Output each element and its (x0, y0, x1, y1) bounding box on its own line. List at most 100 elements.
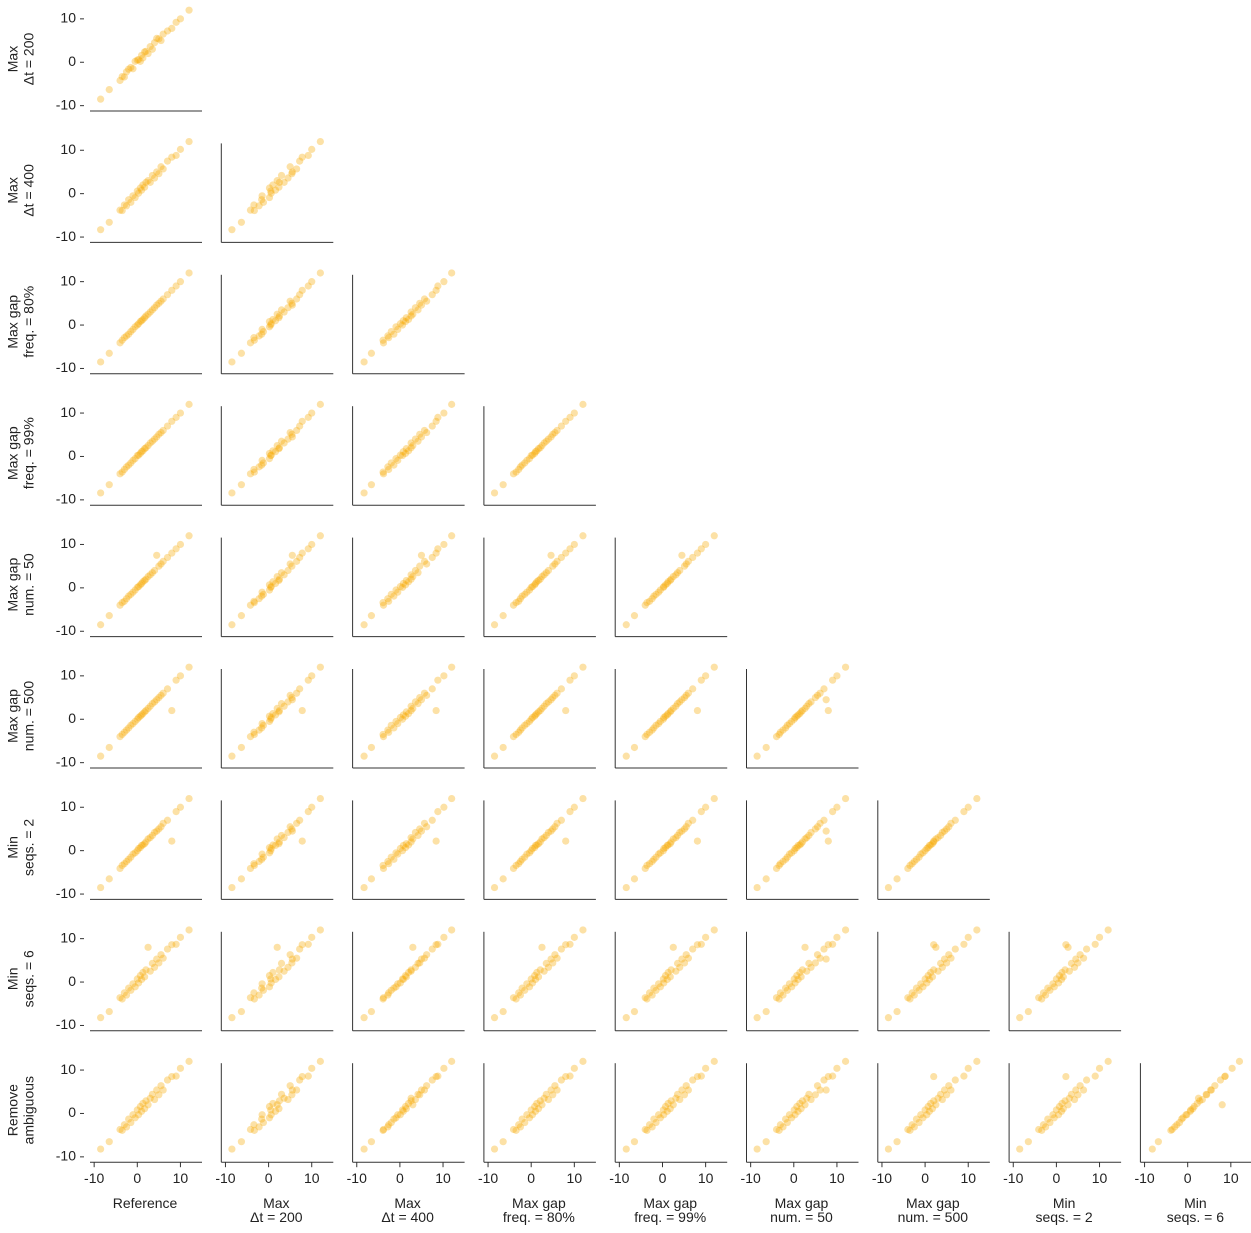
point (228, 1014, 236, 1022)
point (172, 545, 180, 553)
point (648, 857, 656, 866)
point (1196, 1097, 1204, 1105)
point (538, 1101, 546, 1109)
point (630, 612, 639, 620)
point (525, 849, 534, 857)
point (259, 853, 268, 861)
point (286, 1082, 294, 1090)
point (824, 1072, 832, 1081)
point (141, 708, 149, 716)
x-tick-label: 0 (396, 1170, 404, 1186)
point (411, 1095, 420, 1104)
point (288, 301, 296, 309)
point (516, 991, 525, 999)
point (921, 975, 929, 983)
point (673, 1090, 682, 1098)
point (908, 989, 916, 997)
point (402, 840, 410, 848)
point (417, 433, 426, 441)
point (1072, 955, 1080, 963)
point (547, 433, 555, 441)
point (385, 728, 393, 736)
point (133, 583, 141, 592)
point (237, 875, 246, 883)
point (753, 1014, 761, 1022)
point (286, 163, 294, 171)
point (656, 1114, 664, 1122)
point (168, 286, 176, 294)
point (917, 850, 925, 858)
point (684, 689, 692, 697)
point (798, 966, 807, 974)
point (414, 959, 422, 967)
point (521, 853, 529, 861)
point (155, 562, 163, 570)
point (402, 973, 410, 981)
point (655, 980, 663, 988)
y-tick-label: 10 (60, 404, 76, 420)
point (648, 726, 656, 734)
point (271, 1107, 280, 1115)
point (157, 1082, 165, 1090)
y-tick-label: -10 (56, 622, 76, 638)
point (829, 940, 837, 948)
point (379, 339, 388, 347)
point (267, 583, 275, 592)
point (385, 597, 393, 605)
point (791, 979, 799, 987)
point (672, 1094, 680, 1102)
y-tick-label: -10 (56, 359, 76, 375)
point (267, 844, 275, 853)
y-tick-label: 10 (60, 535, 76, 551)
point (910, 857, 918, 866)
point (131, 983, 139, 991)
point (531, 1102, 539, 1111)
point (150, 435, 159, 443)
point (816, 1086, 824, 1094)
point (1182, 1111, 1190, 1119)
point (697, 940, 705, 948)
point (105, 875, 113, 883)
point (402, 576, 410, 585)
point (1070, 963, 1079, 971)
point (118, 468, 126, 476)
point (172, 18, 180, 26)
point (284, 698, 292, 706)
point (153, 551, 161, 559)
x-tick-label: 10 (829, 1170, 845, 1186)
point (534, 576, 543, 585)
point (379, 599, 387, 607)
point (399, 841, 407, 850)
point (428, 291, 436, 299)
point (97, 1145, 105, 1153)
point (542, 569, 550, 577)
point (275, 314, 283, 322)
row-label: Δt = 400 (21, 164, 37, 217)
point (1016, 1014, 1024, 1022)
point (660, 979, 668, 987)
point (417, 827, 426, 835)
point (917, 1111, 925, 1119)
point (246, 206, 255, 214)
point (666, 840, 674, 848)
x-tick-label: 10 (1223, 1170, 1239, 1186)
point (516, 726, 525, 734)
point (396, 844, 404, 853)
point (1211, 1082, 1219, 1090)
point (142, 178, 150, 186)
point (144, 177, 152, 185)
point (246, 994, 255, 1002)
point (127, 986, 135, 994)
point (1046, 1118, 1054, 1127)
point (280, 967, 288, 975)
point (392, 323, 400, 331)
point (258, 719, 266, 728)
point (676, 1095, 684, 1104)
point (793, 712, 801, 720)
point (551, 1082, 559, 1090)
point (267, 1106, 275, 1114)
point (1042, 1123, 1050, 1131)
point (672, 702, 680, 710)
point (930, 838, 938, 846)
point (937, 959, 945, 967)
